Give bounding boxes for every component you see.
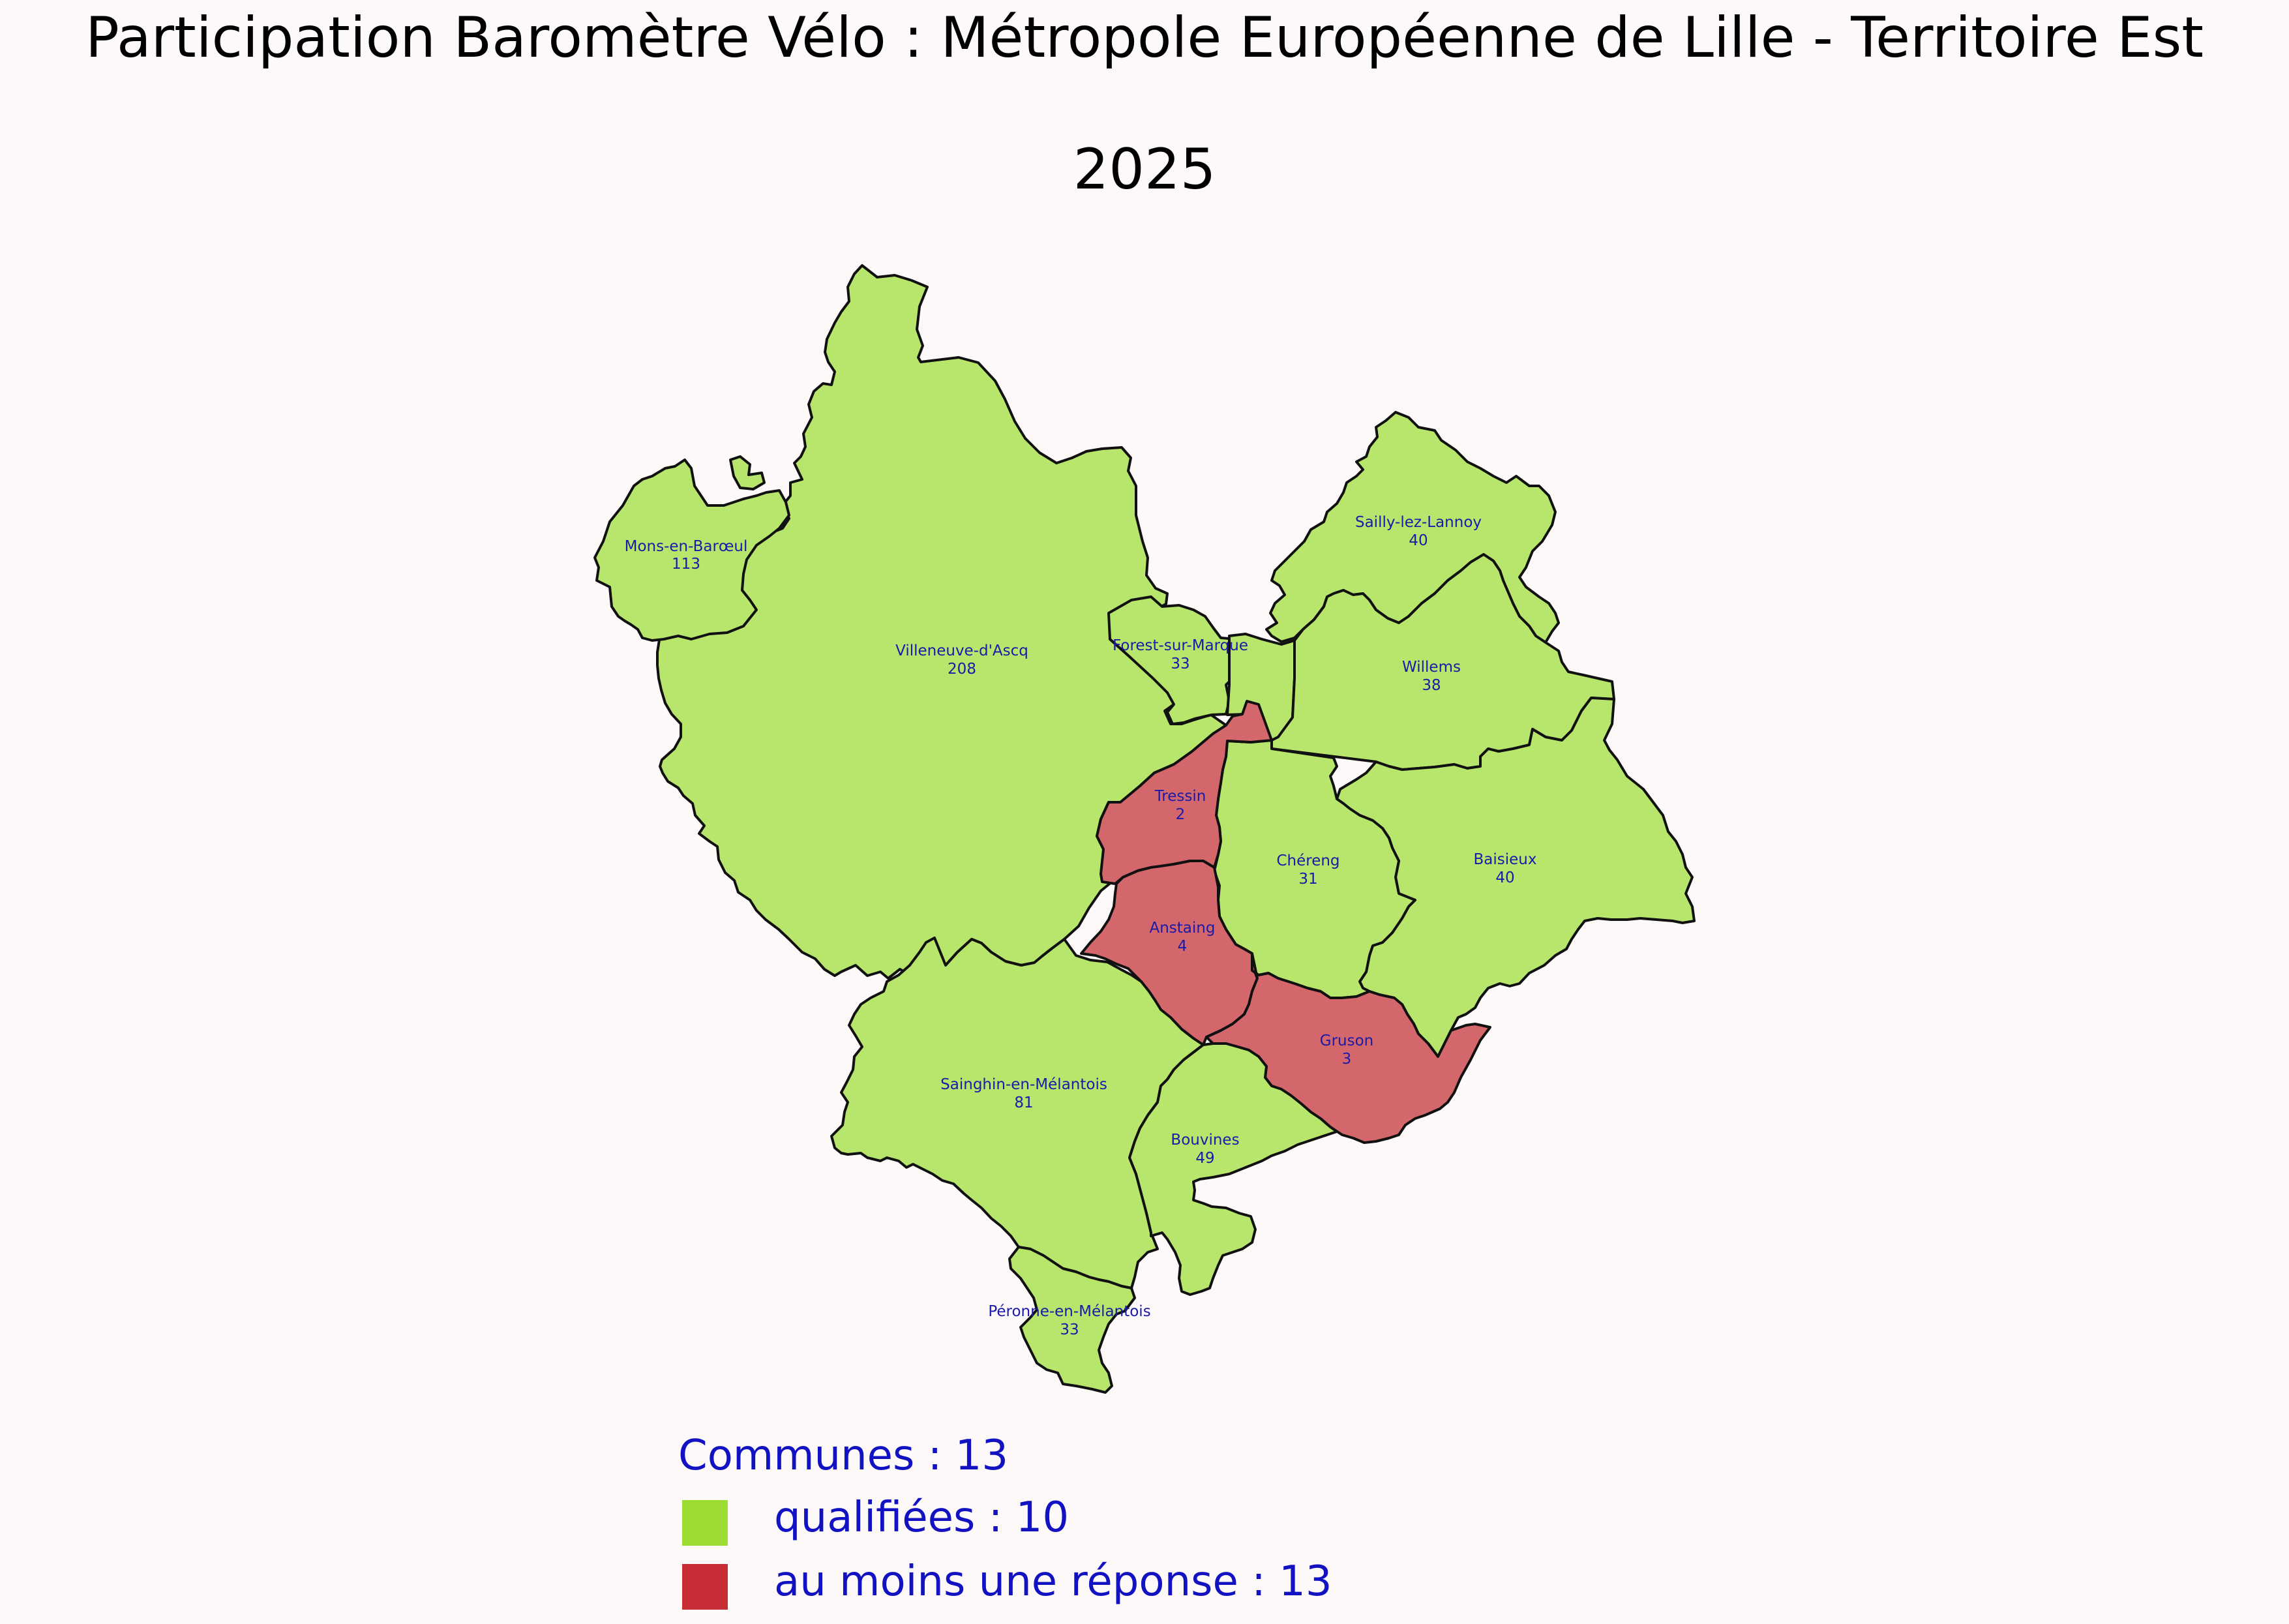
- label-bouvines-count: 49: [1195, 1150, 1214, 1167]
- label-tressin-name: Tressin: [1154, 788, 1206, 805]
- label-sainghin-name: Sainghin-en-Mélantois: [940, 1076, 1107, 1093]
- label-anstaing-name: Anstaing: [1150, 920, 1216, 937]
- commune-sainghin-en-melantois[interactable]: [830, 937, 1204, 1289]
- commune-peronne-en-melantois[interactable]: [1008, 1246, 1136, 1394]
- label-peronne-count: 33: [1060, 1321, 1079, 1338]
- label-baisieux-name: Baisieux: [1474, 851, 1537, 868]
- legend-swatch-qualified: [682, 1500, 728, 1546]
- label-mons-en-baroeul-count: 113: [672, 556, 700, 573]
- commune-mons-en-baroeul-enclave: [729, 455, 766, 490]
- label-tressin-count: 2: [1176, 806, 1186, 823]
- label-sailly-count: 40: [1409, 532, 1428, 549]
- label-forest-count: 33: [1171, 655, 1189, 672]
- label-bouvines-name: Bouvines: [1171, 1132, 1239, 1149]
- legend-header: Communes : 13: [678, 1432, 1009, 1480]
- legend-swatch-response: [682, 1564, 728, 1610]
- label-forest-name: Forest-sur-Marque: [1113, 637, 1248, 654]
- label-peronne-name: Péronne-en-Mélantois: [988, 1303, 1150, 1320]
- commune-bouvines[interactable]: [1128, 1042, 1338, 1296]
- label-gruson-count: 3: [1342, 1051, 1352, 1068]
- label-mons-en-baroeul-name: Mons-en-Barœul: [625, 538, 748, 555]
- label-sailly-name: Sailly-lez-Lannoy: [1355, 514, 1482, 531]
- legend-label-qualified: qualifiées : 10: [774, 1494, 1070, 1542]
- label-baisieux-count: 40: [1495, 869, 1514, 886]
- label-gruson-name: Gruson: [1320, 1032, 1374, 1049]
- map-title: Participation Baromètre Vélo : Métropole…: [85, 5, 2204, 70]
- label-chereng-count: 31: [1298, 871, 1317, 888]
- label-villeneuve-name: Villeneuve-d'Ascq: [895, 642, 1028, 659]
- map-subtitle-year: 2025: [1073, 137, 1216, 202]
- label-sainghin-count: 81: [1014, 1094, 1033, 1111]
- label-anstaing-count: 4: [1178, 938, 1188, 955]
- commune-mons-en-baroeul[interactable]: [593, 459, 790, 642]
- commune-forest-sur-marque[interactable]: [1107, 595, 1244, 725]
- label-chereng-name: Chéreng: [1276, 852, 1339, 869]
- label-willems-count: 38: [1422, 677, 1441, 694]
- label-villeneuve-count: 208: [948, 661, 976, 678]
- label-willems-name: Willems: [1402, 659, 1461, 676]
- legend-label-response: au moins une réponse : 13: [774, 1557, 1332, 1606]
